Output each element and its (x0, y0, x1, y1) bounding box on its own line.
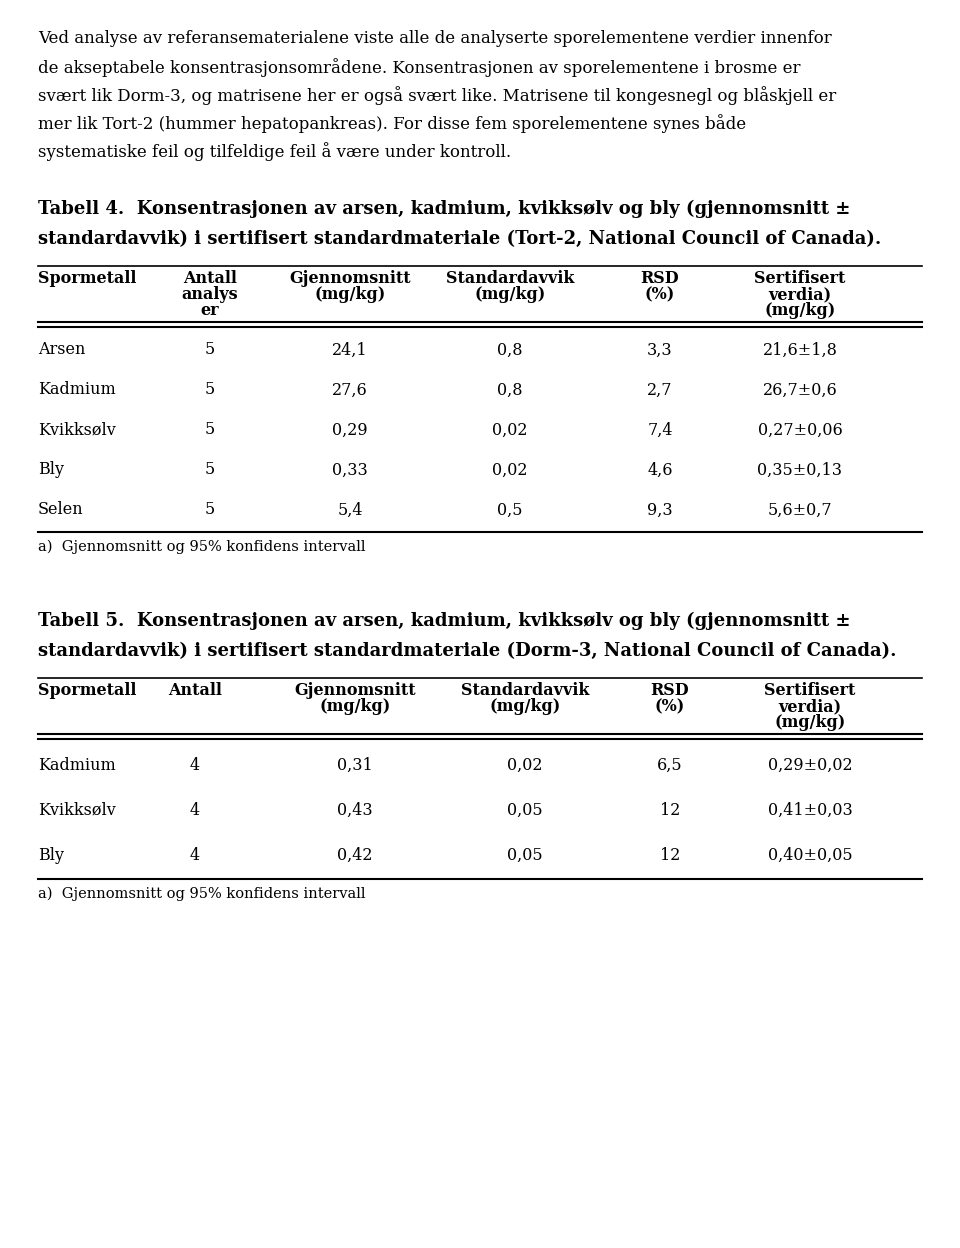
Text: Tabell 5.  Konsentrasjonen av arsen, kadmium, kvikksølv og bly (gjennomsnitt ±: Tabell 5. Konsentrasjonen av arsen, kadm… (38, 612, 851, 630)
Text: er: er (201, 302, 219, 319)
Text: 0,5: 0,5 (497, 502, 523, 518)
Text: RSD: RSD (640, 270, 680, 287)
Text: 5: 5 (204, 502, 215, 518)
Text: 0,8: 0,8 (497, 342, 523, 358)
Text: Spormetall: Spormetall (38, 270, 136, 287)
Text: 27,6: 27,6 (332, 382, 368, 398)
Text: Ved analyse av referansematerialene viste alle de analyserte sporelementene verd: Ved analyse av referansematerialene vist… (38, 30, 831, 47)
Text: 0,33: 0,33 (332, 462, 368, 478)
Text: a)  Gjennomsnitt og 95% konfidens intervall: a) Gjennomsnitt og 95% konfidens interva… (38, 540, 366, 554)
Text: Gjennomsnitt: Gjennomsnitt (294, 681, 416, 699)
Text: 0,05: 0,05 (507, 801, 542, 819)
Text: RSD: RSD (651, 681, 689, 699)
Text: 4,6: 4,6 (647, 462, 673, 478)
Text: Standardavvik: Standardavvik (445, 270, 574, 287)
Text: 9,3: 9,3 (647, 502, 673, 518)
Text: Bly: Bly (38, 846, 64, 864)
Text: 5: 5 (204, 342, 215, 358)
Text: Antall: Antall (183, 270, 237, 287)
Text: verdia): verdia) (779, 698, 842, 715)
Text: analys: analys (181, 286, 238, 303)
Text: Sertifisert: Sertifisert (764, 681, 855, 699)
Text: 5,4: 5,4 (337, 502, 363, 518)
Text: 24,1: 24,1 (332, 342, 368, 358)
Text: 5: 5 (204, 382, 215, 398)
Text: 0,8: 0,8 (497, 382, 523, 398)
Text: 26,7±0,6: 26,7±0,6 (762, 382, 837, 398)
Text: (mg/kg): (mg/kg) (490, 698, 561, 715)
Text: 12: 12 (660, 801, 681, 819)
Text: 0,02: 0,02 (492, 462, 528, 478)
Text: (mg/kg): (mg/kg) (320, 698, 391, 715)
Text: a)  Gjennomsnitt og 95% konfidens intervall: a) Gjennomsnitt og 95% konfidens interva… (38, 887, 366, 901)
Text: 0,27±0,06: 0,27±0,06 (757, 422, 842, 438)
Text: 0,29±0,02: 0,29±0,02 (768, 756, 852, 774)
Text: 0,05: 0,05 (507, 846, 542, 864)
Text: 12: 12 (660, 846, 681, 864)
Text: Kadmium: Kadmium (38, 756, 116, 774)
Text: 6,5: 6,5 (658, 756, 683, 774)
Text: 7,4: 7,4 (647, 422, 673, 438)
Text: Tabell 4.  Konsentrasjonen av arsen, kadmium, kvikksølv og bly (gjennomsnitt ±: Tabell 4. Konsentrasjonen av arsen, kadm… (38, 200, 851, 218)
Text: 2,7: 2,7 (647, 382, 673, 398)
Text: 3,3: 3,3 (647, 342, 673, 358)
Text: verdia): verdia) (768, 286, 831, 303)
Text: Arsen: Arsen (38, 342, 85, 358)
Text: Gjennomsnitt: Gjennomsnitt (289, 270, 411, 287)
Text: (%): (%) (645, 286, 675, 303)
Text: Sertifisert: Sertifisert (755, 270, 846, 287)
Text: Bly: Bly (38, 462, 64, 478)
Text: 21,6±1,8: 21,6±1,8 (762, 342, 837, 358)
Text: 0,40±0,05: 0,40±0,05 (768, 846, 852, 864)
Text: 0,42: 0,42 (337, 846, 372, 864)
Text: 4: 4 (190, 846, 200, 864)
Text: 5: 5 (204, 422, 215, 438)
Text: Spormetall: Spormetall (38, 681, 136, 699)
Text: Antall: Antall (168, 681, 222, 699)
Text: 0,41±0,03: 0,41±0,03 (768, 801, 852, 819)
Text: 5,6±0,7: 5,6±0,7 (768, 502, 832, 518)
Text: Kvikksølv: Kvikksølv (38, 801, 116, 819)
Text: 0,02: 0,02 (492, 422, 528, 438)
Text: (mg/kg): (mg/kg) (314, 286, 386, 303)
Text: 0,02: 0,02 (507, 756, 542, 774)
Text: standardavvik) i sertifisert standardmateriale (Tort-2, National Council of Cana: standardavvik) i sertifisert standardmat… (38, 230, 881, 248)
Text: mer lik Tort-2 (hummer hepatopankreas). For disse fem sporelementene synes både: mer lik Tort-2 (hummer hepatopankreas). … (38, 114, 746, 132)
Text: (mg/kg): (mg/kg) (775, 714, 846, 731)
Text: svært lik Dorm-3, og matrisene her er også svært like. Matrisene til kongesnegl : svært lik Dorm-3, og matrisene her er og… (38, 86, 836, 105)
Text: 4: 4 (190, 756, 200, 774)
Text: 0,35±0,13: 0,35±0,13 (757, 462, 843, 478)
Text: systematiske feil og tilfeldige feil å være under kontroll.: systematiske feil og tilfeldige feil å v… (38, 142, 511, 161)
Text: (%): (%) (655, 698, 685, 715)
Text: Kadmium: Kadmium (38, 382, 116, 398)
Text: Kvikksølv: Kvikksølv (38, 422, 116, 438)
Text: 4: 4 (190, 801, 200, 819)
Text: standardavvik) i sertifisert standardmateriale (Dorm-3, National Council of Cana: standardavvik) i sertifisert standardmat… (38, 641, 897, 660)
Text: 0,29: 0,29 (332, 422, 368, 438)
Text: (mg/kg): (mg/kg) (474, 286, 545, 303)
Text: de akseptabele konsentrasjonsområdene. Konsentrasjonen av sporelementene i brosm: de akseptabele konsentrasjonsområdene. K… (38, 57, 801, 77)
Text: (mg/kg): (mg/kg) (764, 302, 835, 319)
Text: 0,31: 0,31 (337, 756, 372, 774)
Text: Standardavvik: Standardavvik (461, 681, 589, 699)
Text: 0,43: 0,43 (337, 801, 372, 819)
Text: 5: 5 (204, 462, 215, 478)
Text: Selen: Selen (38, 502, 84, 518)
